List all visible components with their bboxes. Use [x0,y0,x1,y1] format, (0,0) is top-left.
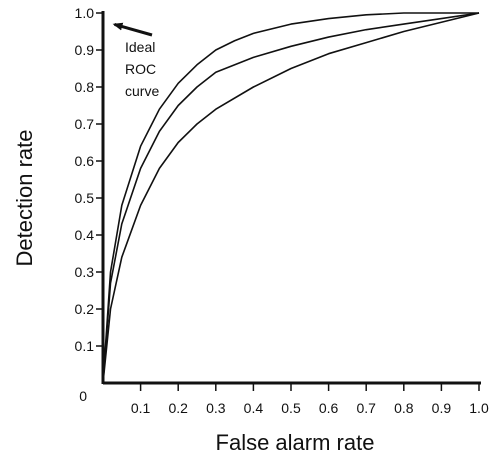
x-tick-label-0.6: 0.6 [319,400,339,416]
y-ticks: 0 0.1 0.2 0.3 0.4 0.5 0.6 0.7 0.8 0.9 1.0 [75,5,103,404]
annotation-layer: Ideal ROC curve [112,22,159,99]
x-axis-title: False alarm rate [216,430,375,455]
x-tick-label-0.7: 0.7 [356,400,376,416]
ideal-roc-arrow [112,22,153,37]
y-tick-label-0.2: 0.2 [75,301,95,317]
x-tick-label-0.3: 0.3 [206,400,226,416]
y-tick-label-0.8: 0.8 [75,79,95,95]
roc-curve-1 [102,12,479,384]
y-tick-label-0.4: 0.4 [75,227,95,243]
y-tick-label-0.3: 0.3 [75,264,95,280]
x-tick-label-0.9: 0.9 [432,400,452,416]
x-tick-label-0.4: 0.4 [244,400,264,416]
y-tick-label-0.9: 0.9 [75,42,95,58]
x-tick-label-0.1: 0.1 [131,400,151,416]
y-axis-title: Detection rate [12,130,37,267]
y-tick-label-1.0: 1.0 [75,5,95,21]
x-tick-label-0.8: 0.8 [394,400,414,416]
x-ticks: 0.1 0.2 0.3 0.4 0.5 0.6 0.7 0.8 0.9 1.0 [131,383,489,416]
roc-curve-2 [102,12,480,384]
roc-curve-3 [102,12,480,384]
annotation-line-curve: curve [125,83,159,99]
annotation-line-ideal: Ideal [125,39,155,55]
x-tick-label-1.0: 1.0 [469,400,489,416]
annotation-line-roc: ROC [125,61,156,77]
y-tick-label-0.7: 0.7 [75,116,95,132]
series-layer [102,12,480,384]
y-tick-label-0.6: 0.6 [75,153,95,169]
y-tick-label-0.1: 0.1 [75,338,95,354]
y-tick-label-0.5: 0.5 [75,190,95,206]
x-tick-label-0.5: 0.5 [281,400,301,416]
y-tick-label-0: 0 [79,388,87,404]
x-tick-label-0.2: 0.2 [168,400,188,416]
